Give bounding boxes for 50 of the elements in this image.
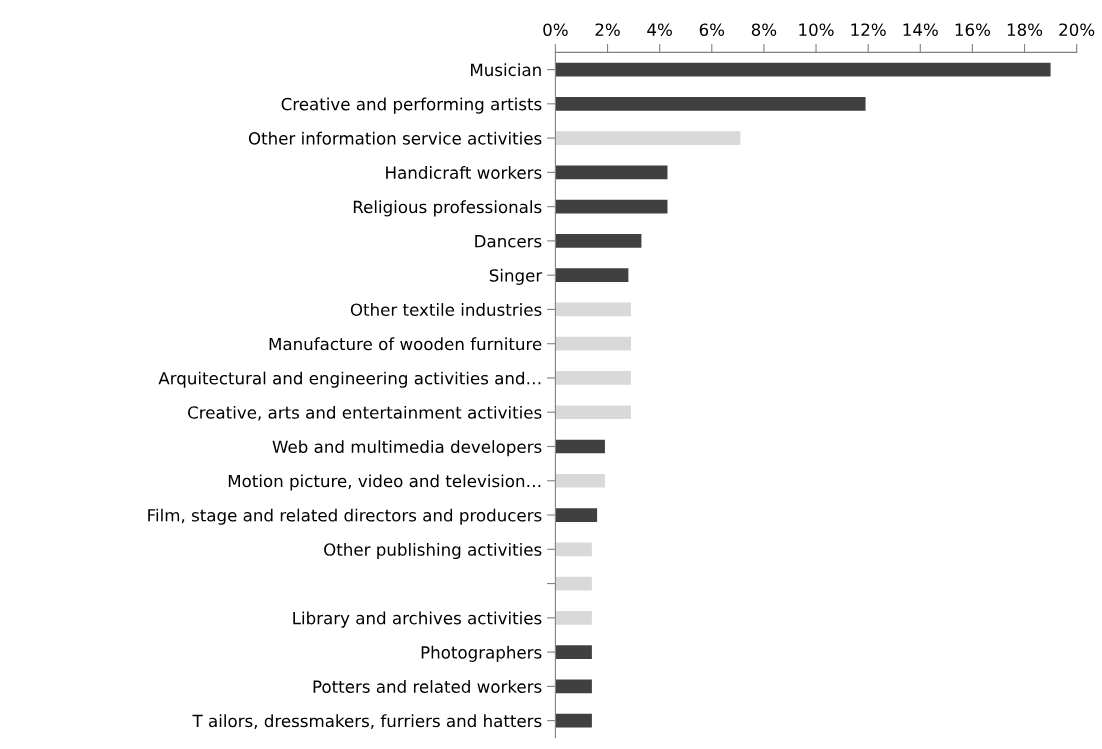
- bar: [555, 62, 1051, 77]
- y-tick-label: Handicraft workers: [386, 166, 542, 179]
- y-tick-label: Potters and related workers: [313, 680, 542, 693]
- y-tick-label: Other textile industries: [350, 303, 542, 316]
- x-tick-label: 4%: [647, 23, 672, 37]
- y-tick-label: Other information service activities: [248, 131, 542, 145]
- bar: [555, 508, 598, 522]
- bar: [555, 199, 668, 214]
- x-tick-label: 8%: [751, 23, 777, 37]
- y-tick-label: Arquitectural and engineering activities and…: [158, 371, 541, 388]
- bar: [555, 542, 592, 557]
- y-tick-label: Web and multimedia developers: [272, 440, 542, 457]
- y-tick-label: T ailors, dressmakers, furriers and hatters: [192, 714, 542, 729]
- bar: [555, 405, 631, 420]
- y-tick-label: Religious professionals: [353, 200, 542, 217]
- bar: [555, 645, 592, 659]
- x-tick-label: 12%: [851, 23, 886, 37]
- x-tick-label: 6%: [699, 23, 725, 37]
- y-tick-label: Other publishing activities: [324, 542, 542, 560]
- bar: [555, 131, 741, 145]
- y-tick-label: Singer: [489, 268, 543, 285]
- x-tick-label: 10%: [799, 23, 834, 37]
- x-tick-label: 20%: [1059, 23, 1095, 37]
- y-tick-label: Motion picture, video and television…: [228, 474, 541, 491]
- y-tick-label: Manufacture of wooden furniture: [269, 337, 542, 351]
- bar: [555, 713, 592, 728]
- y-tick-label: Library and archives activities: [293, 611, 542, 628]
- y-tick-label: Creative and performing artists: [281, 97, 542, 114]
- y-tick-label: Film, stage and related directors and producers: [148, 508, 542, 525]
- bar: [555, 234, 642, 248]
- x-tick-label: 16%: [955, 23, 991, 37]
- x-tick-label: 14%: [903, 23, 938, 37]
- bar: [555, 576, 592, 591]
- bar: [555, 96, 866, 111]
- bar: [555, 302, 631, 317]
- bar: [555, 371, 631, 385]
- y-tick-label: Creative, arts and entertainment activities: [188, 405, 542, 421]
- x-tick-label: 18%: [1007, 23, 1043, 37]
- y-tick-label: Dancers: [475, 235, 542, 248]
- y-tick-label: Musician: [471, 63, 541, 77]
- x-tick-label: 0%: [543, 23, 568, 37]
- bar: [555, 439, 605, 454]
- bar: [555, 268, 629, 283]
- x-tick-label: 2%: [595, 23, 620, 37]
- bar: [555, 165, 668, 180]
- bar: [555, 473, 605, 488]
- y-tick-label: Photographers: [421, 645, 542, 662]
- bar: [555, 336, 631, 351]
- bar: [555, 610, 592, 625]
- bar: [555, 679, 592, 694]
